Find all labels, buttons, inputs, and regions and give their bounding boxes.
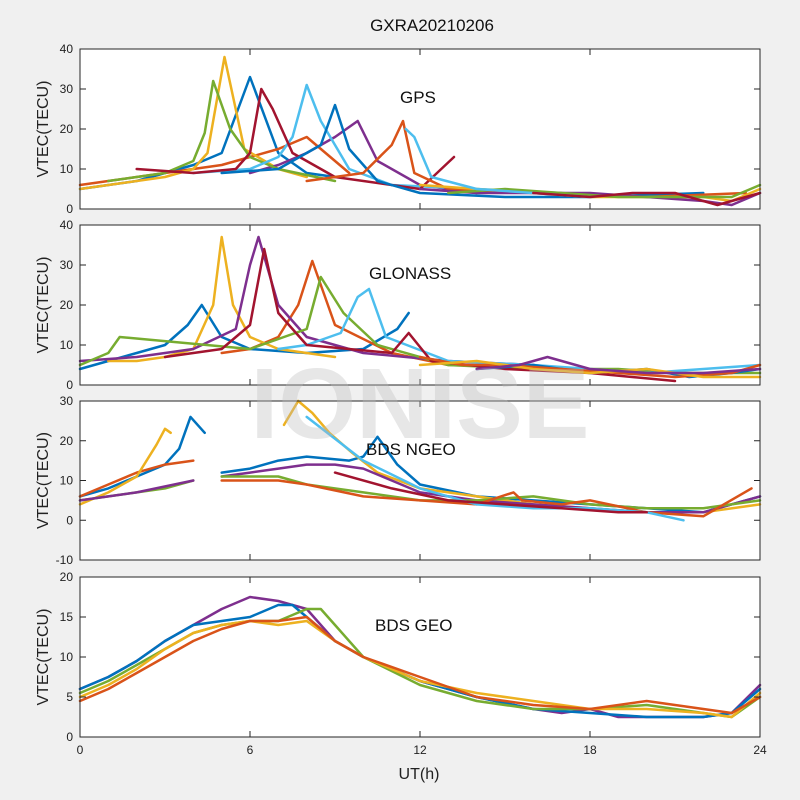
y-tick-label: 10 [60, 338, 74, 352]
panel-glonass: 0 10 20 30 40 VTEC(TECU) GLONASS [35, 218, 762, 392]
y-tick-label: 0 [66, 202, 73, 216]
y-axis-label: VTEC(TECU) [35, 257, 52, 354]
series-line-5 [78, 479, 195, 502]
series-line-2 [78, 459, 195, 498]
watermark: IONISE [251, 348, 590, 460]
y-tick-label: 40 [60, 218, 74, 232]
y-tick-label: -10 [56, 553, 74, 567]
series-line-5 [78, 275, 762, 375]
y-tick-label: 20 [60, 122, 74, 136]
series-line-14 [532, 191, 762, 207]
panel-label-bds-geo: BDS GEO [375, 616, 452, 635]
x-tick-label: 6 [247, 743, 254, 757]
panel-bds-geo: 0 5 10 15 20 0 6 12 18 24 VTEC(TECU) BDS GEO [35, 570, 767, 757]
series-line-12 [447, 183, 762, 199]
y-tick-label: 10 [60, 650, 74, 664]
y-tick-label: 0 [66, 730, 73, 744]
x-tick-label: 24 [753, 743, 767, 757]
y-tick-label: 20 [60, 434, 74, 448]
series-line-7 [135, 87, 456, 191]
panel-bds-ngeo: -10 0 10 20 30 VTEC(TECU) BDS NGEO [35, 394, 762, 567]
y-tick-label: 30 [60, 258, 74, 272]
panels-container: 0 10 20 30 40 VTEC(TECU) GPS 0 10 20 30 40 VTEC(TECU… [35, 42, 767, 757]
y-tick-label: 10 [60, 162, 74, 176]
series-line-4 [248, 119, 478, 195]
panel-gps: 0 10 20 30 40 VTEC(TECU) GPS [35, 42, 762, 216]
series-line-10 [220, 479, 753, 518]
y-tick-label: 20 [60, 298, 74, 312]
series-line-5 [78, 615, 762, 715]
series-line-11 [475, 355, 762, 375]
x-tick-label: 12 [413, 743, 427, 757]
y-tick-label: 20 [60, 570, 74, 584]
x-axis-label: UT(h) [399, 766, 440, 783]
y-tick-label: 5 [66, 690, 73, 704]
y-axis-label: VTEC(TECU) [35, 81, 52, 178]
series-line-3 [78, 55, 308, 191]
y-tick-label: 10 [60, 474, 74, 488]
series-line-1 [78, 303, 410, 371]
series-line-12 [333, 471, 648, 514]
series-line-7 [163, 247, 677, 383]
x-tick-label: 18 [583, 743, 597, 757]
figure-title: GXRA20210206 [370, 16, 494, 35]
y-tick-label: 0 [66, 378, 73, 392]
x-tick-label: 0 [77, 743, 84, 757]
plot-area [80, 49, 760, 209]
panel-label-gps: GPS [400, 88, 436, 107]
series-line-10 [418, 359, 762, 379]
y-tick-label: 30 [60, 394, 74, 408]
series-line-3 [78, 427, 172, 506]
y-tick-label: 30 [60, 82, 74, 96]
series-line-9 [418, 355, 762, 379]
series-line-8 [220, 103, 705, 199]
panel-label-bds-ngeo: BDS NGEO [366, 440, 456, 459]
panel-label-glonass: GLONASS [369, 264, 451, 283]
y-axis-label: VTEC(TECU) [35, 432, 52, 529]
y-tick-label: 40 [60, 42, 74, 56]
plot-area [80, 577, 760, 737]
y-axis-label: VTEC(TECU) [35, 609, 52, 706]
y-tick-label: 0 [66, 513, 73, 527]
y-tick-label: 15 [60, 610, 74, 624]
